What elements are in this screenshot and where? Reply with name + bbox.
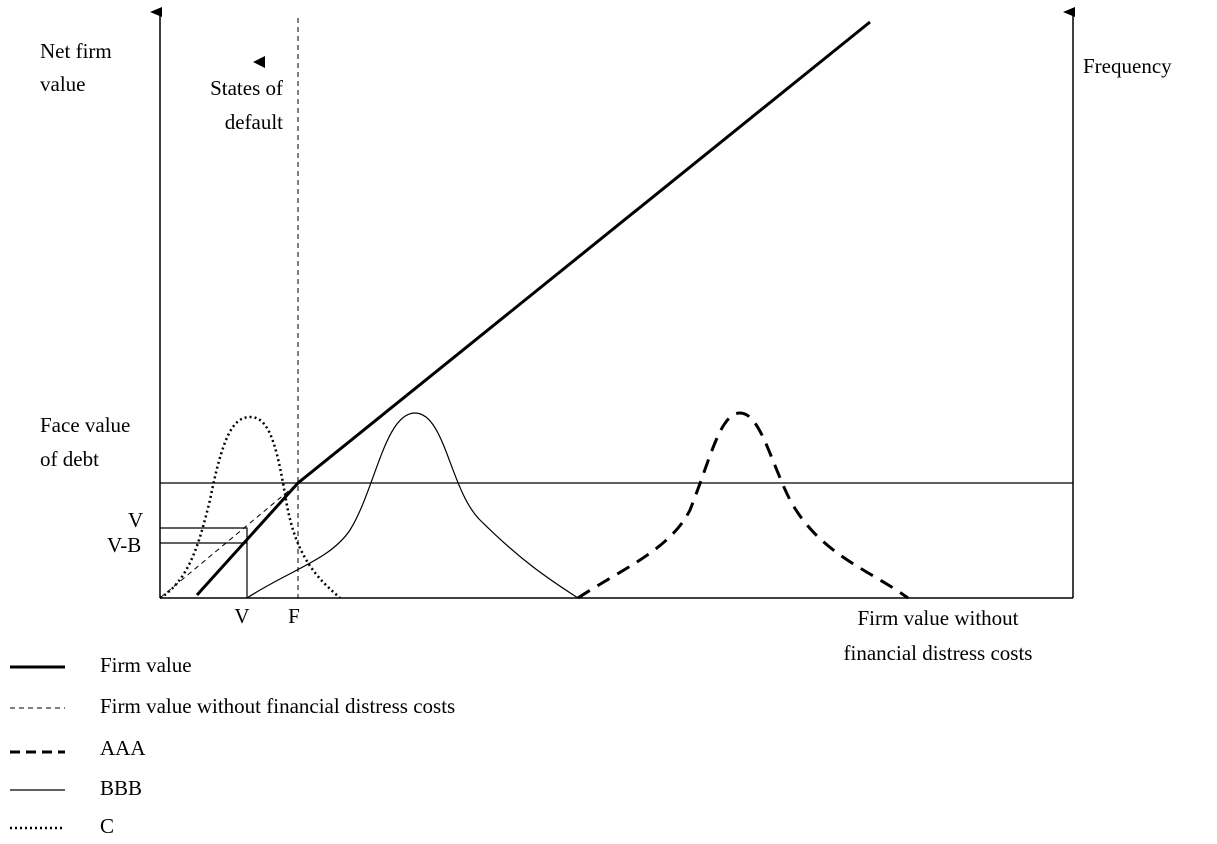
axes: [150, 7, 1075, 599]
x-mark-label: F: [288, 604, 300, 628]
v-box: [160, 527, 248, 598]
y-mark-label: V: [128, 508, 143, 532]
legend: [10, 665, 65, 830]
legend-label: AAA: [100, 736, 146, 760]
aaa-curve: [577, 411, 909, 600]
default-label: States of: [210, 76, 283, 100]
curves: [159, 20, 909, 600]
firm-value: [195, 20, 871, 597]
c-curve: [159, 415, 341, 600]
legend-label: Firm value without financial distress co…: [100, 694, 455, 718]
face-value-label: Face value: [40, 413, 130, 437]
x-axis-label: Firm value without: [858, 606, 1019, 630]
y-axis-label: value: [40, 72, 85, 96]
y2-axis-label: Frequency: [1083, 54, 1172, 78]
bbb-curve: [246, 412, 579, 599]
x-mark-label: V: [234, 604, 249, 628]
default-label: default: [225, 110, 283, 134]
x-axis-label: financial distress costs: [844, 641, 1033, 665]
default-arrow: [253, 56, 265, 68]
face-value-label: of debt: [40, 447, 99, 471]
legend-label: C: [100, 814, 114, 838]
y-axis-label: Net firm: [40, 39, 112, 63]
legend-label: BBB: [100, 776, 142, 800]
legend-label: Firm value: [100, 653, 192, 677]
y-mark-label: V-B: [107, 533, 141, 557]
firm-value-no-distress: [159, 482, 299, 599]
